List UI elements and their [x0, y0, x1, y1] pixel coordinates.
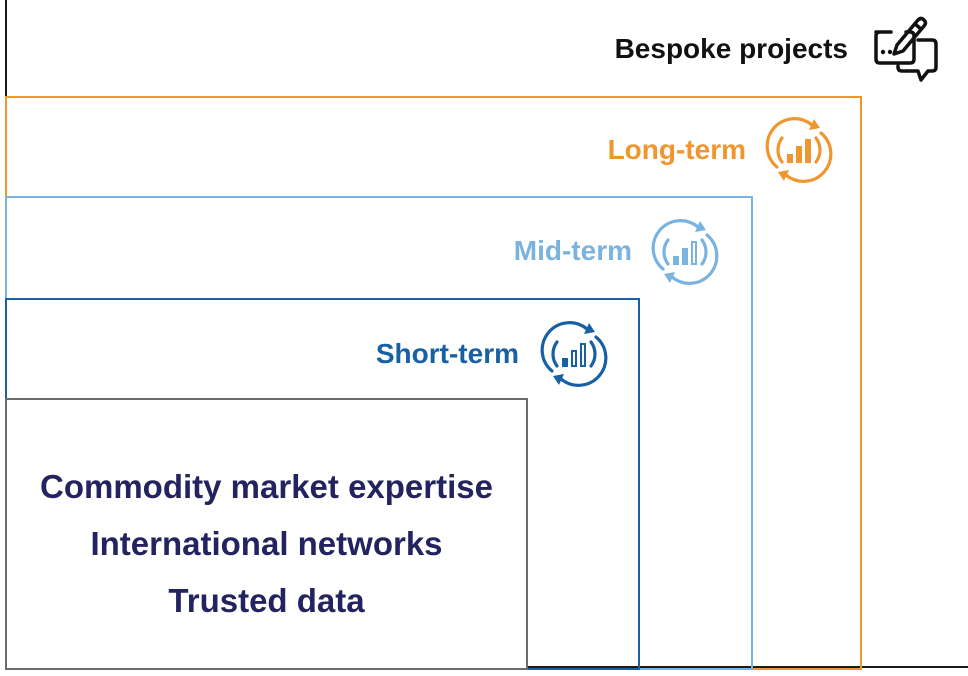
bespoke-projects-label: Bespoke projects	[614, 33, 848, 64]
short-term-label: Short-term	[375, 338, 519, 369]
core-line-international-networks: International networks	[90, 525, 443, 562]
long-term-cycle-chart-icon	[765, 117, 833, 183]
mid-term-label: Mid-term	[513, 235, 632, 266]
core-line-commodity-expertise: Commodity market expertise	[40, 468, 493, 505]
core-line-trusted-data: Trusted data	[168, 582, 365, 619]
mid-term-cycle-chart-icon	[651, 219, 719, 285]
long-term-label: Long-term	[607, 134, 746, 165]
short-term-cycle-chart-icon	[540, 321, 608, 387]
core-capabilities-list: Commodity market expertise International…	[5, 458, 528, 629]
chat-edit-icon	[874, 16, 938, 82]
core-capabilities-frame	[5, 398, 528, 670]
